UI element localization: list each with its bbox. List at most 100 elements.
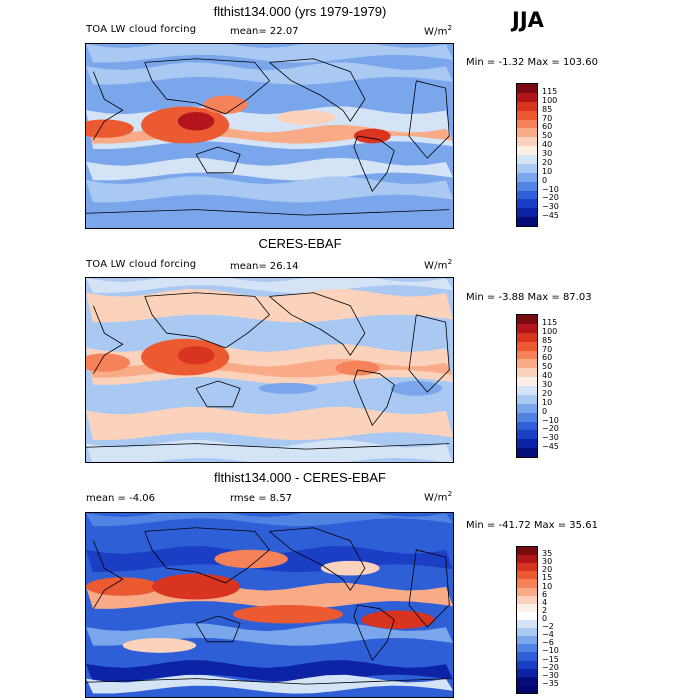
panel3-title: flthist134.000 - CERES-EBAF [214, 470, 386, 485]
coastline [408, 549, 450, 628]
colorbar-tick-label: −20 [542, 662, 559, 672]
colorbar-tick-label: 20 [542, 565, 553, 575]
colorbar-tick-label: −20 [542, 193, 559, 203]
coastline [144, 292, 271, 349]
field-band [86, 44, 453, 63]
colorbar-swatch [517, 684, 537, 693]
colorbar-tick-label: 30 [542, 149, 553, 158]
coastline [86, 678, 450, 685]
colorbar-swatch [517, 323, 537, 333]
colorbar-tick-label: 70 [542, 113, 553, 123]
coastline [144, 58, 271, 115]
colorbar-swatch [517, 555, 537, 564]
colorbar-swatch [517, 595, 537, 604]
colorbar-swatch [517, 368, 537, 378]
colorbar-swatch [517, 611, 537, 620]
coastline [269, 292, 366, 357]
colorbar-swatch [517, 377, 537, 386]
panel3-minmax: Min = -41.72 Max = 35.61 [466, 520, 598, 531]
colorbar-swatch [517, 619, 537, 629]
colorbar-tick-label: 50 [542, 362, 553, 372]
colorbar-tick-label: 70 [542, 344, 553, 354]
field-anomaly [214, 549, 288, 569]
panel1-title: flthist134.000 (yrs 1979-1979) [213, 4, 387, 19]
panel2-colorbar [516, 314, 538, 458]
colorbar-swatch [517, 181, 537, 191]
colorbar-swatch [517, 644, 537, 653]
colorbar-tick-label: 85 [542, 104, 553, 114]
colorbar-tick-label: −4 [542, 630, 554, 640]
colorbar-swatch [517, 660, 537, 669]
panel1-colorbar [516, 83, 538, 227]
colorbar-swatch [517, 92, 537, 102]
field-anomaly [361, 610, 435, 629]
colorbar-tick-label: −30 [542, 670, 559, 680]
field-band [86, 288, 453, 323]
coastline [408, 80, 450, 159]
colorbar-swatch [517, 628, 537, 637]
colorbar-tick-label: 35 [542, 549, 553, 559]
coastline [353, 604, 395, 661]
colorbar-tick-label: 20 [542, 388, 553, 398]
colorbar-tick-label: −10 [542, 415, 559, 425]
field-anomaly [177, 346, 215, 365]
panel3-map-field [86, 513, 453, 697]
colorbar-swatch [517, 146, 537, 155]
field-anomaly [258, 382, 318, 394]
colorbar-swatch [517, 359, 537, 369]
coastline [86, 443, 450, 450]
colorbar-tick-label: 10 [542, 581, 553, 591]
coastline [144, 527, 271, 584]
field-band [86, 278, 453, 293]
colorbar-tick-label: 0 [542, 406, 548, 416]
colorbar-swatch [517, 603, 537, 612]
colorbar-swatch [517, 676, 537, 685]
colorbar-swatch [517, 341, 537, 351]
colorbar-tick-label: −30 [542, 433, 559, 443]
panel3-colorbar [516, 546, 538, 694]
panel2-field-label: TOA LW cloud forcing [86, 259, 197, 270]
colorbar-swatch [517, 563, 537, 572]
colorbar-tick-label: 100 [542, 95, 558, 105]
colorbar-tick-label: 60 [542, 353, 553, 363]
colorbar-swatch [517, 163, 537, 173]
field-anomaly [86, 577, 160, 596]
colorbar-tick-label: 100 [542, 326, 558, 336]
colorbar-swatch [517, 190, 537, 200]
panel3-map [85, 512, 454, 698]
colorbar-swatch [517, 386, 537, 395]
panel2-map [85, 277, 454, 463]
coastline [195, 615, 241, 643]
colorbar-swatch [517, 137, 537, 147]
colorbar-swatch [517, 652, 537, 661]
field-anomaly [335, 360, 380, 376]
colorbar-swatch [517, 155, 537, 164]
coastline [195, 380, 241, 408]
panel1-mean: mean= 22.07 [230, 26, 299, 37]
colorbar-tick-label: −2 [542, 622, 554, 632]
panel3-units: W/m2 [424, 490, 453, 504]
coastline [353, 135, 395, 192]
colorbar-tick-label: −45 [542, 442, 559, 452]
coastline [353, 369, 395, 426]
colorbar-swatch [517, 172, 537, 182]
coastline [269, 527, 366, 592]
colorbar-tick-label: −45 [542, 211, 559, 221]
colorbar-swatch [517, 101, 537, 111]
colorbar-swatch [517, 332, 537, 342]
colorbar-swatch [517, 430, 537, 440]
colorbar-swatch [517, 128, 537, 138]
field-band [86, 513, 453, 527]
colorbar-tick-label: 40 [542, 371, 553, 381]
colorbar-tick-label: 20 [542, 157, 553, 167]
colorbar-tick-label: 0 [542, 175, 548, 185]
field-anomaly [86, 119, 134, 138]
field-anomaly [177, 112, 215, 131]
colorbar-tick-label: 30 [542, 380, 553, 389]
colorbar-tick-label: 115 [542, 317, 558, 327]
colorbar-swatch [517, 547, 537, 556]
field-anomaly [152, 573, 241, 600]
colorbar-swatch [517, 199, 537, 209]
panel1-map [85, 43, 454, 229]
field-anomaly [232, 605, 343, 624]
